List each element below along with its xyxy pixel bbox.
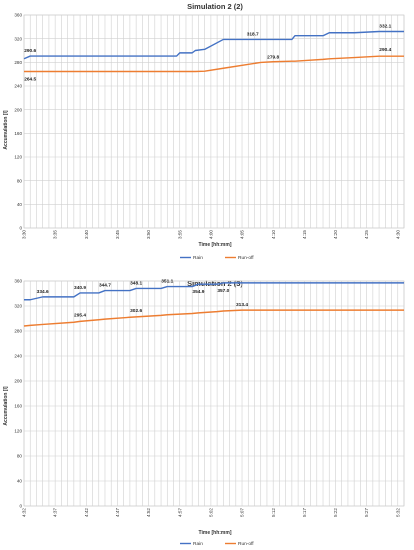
data-label: 295.4 [74, 312, 86, 318]
y-tick-label: 160 [14, 131, 22, 136]
y-tick-label: 200 [14, 107, 22, 112]
y-tick-labels: 0 40 80 120 160 200 240 280 320 360 [14, 279, 22, 509]
y-tick-label: 80 [17, 454, 23, 459]
y-axis-label: Accumulation [l] [3, 110, 9, 150]
y-tick-label: 360 [14, 279, 22, 284]
y-tick-label: 80 [17, 178, 23, 183]
series-line-run-off [24, 55, 404, 73]
chart-title: Simulation 2 (2) [187, 2, 243, 11]
x-tick-label: 4:15 [302, 230, 307, 239]
series-lines [23, 30, 404, 73]
data-label: 290.6 [24, 48, 36, 54]
data-label: 354.9 [192, 289, 204, 295]
x-tick-label: 4:32 [22, 508, 27, 517]
x-tick-label: 3:35 [53, 230, 58, 239]
chart-2-svg: Simulation 2 (3) 04080120160200240280320… [3, 279, 405, 547]
grid [23, 14, 405, 229]
y-tick-labels: 0 40 80 120 160 200 240 280 320 360 [14, 13, 22, 231]
data-labels: 334.6 340.9 344.7 348.1 351.1 354.9 357.0 295.4… [37, 279, 249, 319]
data-label: 279.8 [267, 54, 279, 60]
x-tick-label: 4:52 [146, 508, 151, 517]
x-tick-label: 3:55 [177, 230, 182, 239]
x-tick-label: 4:10 [271, 230, 276, 239]
x-tick-label: 5:12 [271, 508, 276, 517]
y-tick-label: 240 [14, 354, 22, 359]
x-tick-label: 5:07 [240, 508, 245, 517]
x-tick-label: 4:47 [115, 508, 120, 517]
data-label: 344.7 [99, 283, 111, 289]
x-tick-label: 4:00 [208, 230, 213, 239]
x-axis-label: Time [hh:mm] [199, 242, 232, 248]
x-tick-label: 3:30 [22, 230, 27, 239]
y-tick-label: 40 [17, 479, 23, 484]
series-line-rain [24, 282, 404, 301]
x-tick-label: 4:30 [395, 230, 400, 239]
legend: Rain Run-off [180, 255, 254, 261]
x-tick-label: 3:45 [115, 230, 120, 239]
y-tick-label: 320 [14, 304, 22, 309]
y-tick-label: 120 [14, 155, 22, 160]
data-label: 302.6 [130, 308, 142, 314]
x-tick-label: 5:02 [208, 508, 213, 517]
data-label: 313.4 [236, 302, 248, 308]
data-label: 290.4 [379, 47, 391, 53]
y-tick-label: 160 [14, 404, 22, 409]
series-line-rain [23, 30, 404, 60]
x-tick-label: 5:32 [395, 508, 400, 517]
data-labels: 290.6 264.5 318.7 279.8 332.1 290.4 [24, 24, 391, 83]
x-tick-label: 4:42 [84, 508, 89, 517]
chart-simulation-2-2: Simulation 2 (2) 0 40 80 120 160 200 240 280 320… [0, 0, 414, 270]
legend-label: Run-off [238, 541, 254, 547]
x-tick-label: 5:17 [302, 508, 307, 517]
data-label: 340.9 [74, 285, 86, 291]
x-tick-label: 3:50 [146, 230, 151, 239]
y-tick-label: 120 [14, 429, 22, 434]
x-tick-label: 3:40 [84, 230, 89, 239]
data-label: 348.1 [130, 280, 142, 286]
data-label: 334.6 [37, 289, 49, 295]
y-tick-label: 280 [14, 329, 22, 334]
y-tick-label: 0 [19, 504, 22, 509]
chart-1-svg: Simulation 2 (2) 0 40 80 120 160 200 240 280 320… [3, 2, 405, 261]
data-label: 264.5 [24, 77, 36, 83]
grid [23, 280, 405, 507]
y-tick-label: 320 [14, 36, 22, 41]
y-axis-label: Accumulation [l] [3, 386, 9, 426]
y-tick-label: 280 [14, 60, 22, 65]
series-lines [23, 282, 404, 327]
legend-label: Rain [193, 255, 203, 261]
x-tick-label: 4:37 [53, 508, 58, 517]
x-tick-label: 4:05 [240, 230, 245, 239]
y-tick-label: 200 [14, 379, 22, 384]
series-line-run-off [23, 309, 404, 327]
legend: Rain Run-off [180, 541, 254, 547]
data-label: 318.7 [247, 31, 259, 37]
x-tick-label: 5:27 [364, 508, 369, 517]
data-label: 357.0 [217, 288, 229, 294]
y-tick-label: 240 [14, 84, 22, 89]
y-tick-label: 360 [14, 13, 22, 18]
y-tick-label: 0 [19, 226, 22, 231]
x-tick-label: 4:25 [364, 230, 369, 239]
legend-label: Rain [193, 541, 203, 547]
x-tick-label: 4:57 [177, 508, 182, 517]
y-tick-label: 40 [17, 202, 23, 207]
chart-simulation-2-3: Simulation 2 (3) 0 40 80 120 160 200 240 280 320… [0, 278, 414, 550]
x-tick-label: 5:22 [333, 508, 338, 517]
x-axis-label: Time [hh:mm] [199, 530, 232, 536]
data-label: 332.1 [379, 24, 391, 30]
x-tick-labels: 4:32 4:37 4:42 4:47 4:52 4:57 5:02 5:07 5:12 5:17… [22, 508, 401, 517]
x-tick-label: 4:20 [333, 230, 338, 239]
x-tick-labels: 3:30 3:35 3:40 3:45 3:50 3:55 4:00 4:05 4:10 4:15… [22, 230, 401, 239]
plot-area [23, 14, 405, 229]
data-label: 351.1 [161, 279, 173, 285]
legend-label: Run-off [238, 255, 254, 261]
